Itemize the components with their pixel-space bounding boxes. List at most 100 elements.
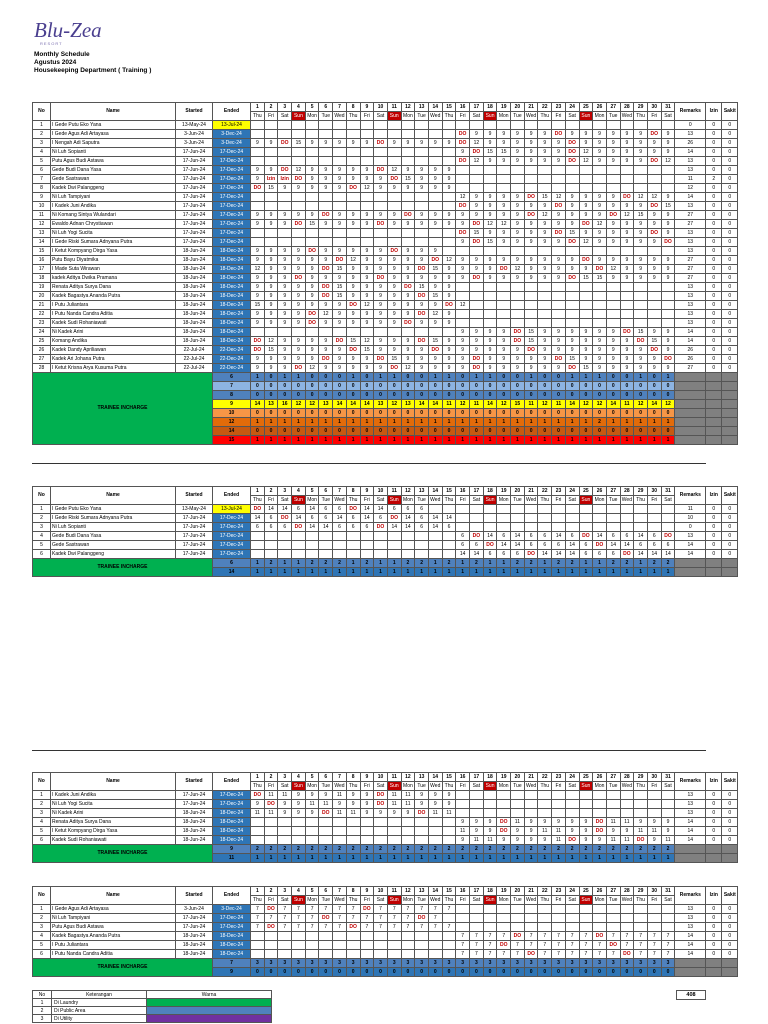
day-number: 2 (263, 886, 279, 896)
shift-cell: 9 (441, 291, 457, 301)
weekday: Mon (304, 495, 320, 505)
shift-cell: 9 (304, 210, 320, 220)
shift-cell (373, 940, 388, 950)
summary-count: 1 (250, 558, 265, 568)
weekday: Mon (304, 111, 320, 121)
shift-cell: 15 (496, 147, 512, 157)
shift-cell (605, 120, 621, 130)
izin-cell: 0 (705, 549, 723, 559)
weekday: Mon (496, 111, 512, 121)
shift-cell: 7 (250, 913, 265, 923)
shift-cell (578, 246, 594, 256)
end-date: 18-Dec-24 (212, 817, 251, 827)
shift-cell: 9 (496, 192, 512, 202)
summary-count: 14 (482, 399, 498, 409)
row-number: 17 (32, 264, 51, 274)
shift-cell (455, 913, 470, 923)
shift-cell: 11 (646, 826, 662, 836)
shift-cell: 9 (359, 354, 375, 364)
shift-cell: 9 (427, 273, 443, 283)
shift-cell: 9 (564, 345, 580, 355)
shift-cell: 9 (373, 336, 388, 346)
sakit-cell: 0 (721, 904, 739, 914)
shift-cell (523, 522, 539, 532)
shift-cell (496, 120, 512, 130)
shift-cell (332, 817, 347, 827)
start-date: 18-Jun-24 (175, 336, 213, 346)
shift-cell (373, 949, 388, 959)
shift-cell (482, 922, 498, 932)
summary-count: 3 (455, 958, 470, 968)
shift-cell: 9 (400, 808, 416, 818)
shift-cell (386, 129, 402, 139)
shift-cell (277, 129, 293, 139)
day-number: 23 (551, 486, 566, 496)
shift-cell: DO (345, 345, 361, 355)
remarks-cell: 14 (674, 931, 707, 941)
shift-cell: 9 (633, 147, 648, 157)
weekday: Sat (277, 111, 293, 121)
shift-cell: 15 (386, 354, 402, 364)
shift-cell: 15 (400, 174, 416, 184)
shift-cell (250, 192, 265, 202)
shift-cell: 14 (304, 522, 320, 532)
shift-cell: 9 (250, 138, 265, 148)
shift-cell: 9 (551, 219, 566, 229)
shift-cell (496, 522, 512, 532)
shift-cell (523, 808, 539, 818)
shift-cell (605, 790, 621, 800)
shift-cell: 7 (427, 913, 443, 923)
shift-cell: 9 (605, 201, 621, 211)
shift-cell (345, 120, 361, 130)
shift-cell: Izin (263, 174, 279, 184)
summary-label: 9 (212, 844, 251, 854)
summary-count: 0 (427, 390, 443, 400)
shift-cell: 9 (605, 129, 621, 139)
summary-count: 0 (345, 408, 361, 418)
shift-cell: 6 (605, 531, 621, 541)
shift-cell (291, 817, 306, 827)
summary-count: 3 (619, 958, 635, 968)
weekday: Thu (441, 111, 457, 121)
shift-cell (605, 799, 621, 809)
shift-cell: 9 (250, 309, 265, 319)
remarks-cell: 13 (674, 922, 707, 932)
shift-cell (332, 835, 347, 845)
summary-count: 1 (605, 417, 621, 427)
shift-cell (646, 165, 662, 175)
row-number: 16 (32, 255, 51, 265)
shift-cell: DO (373, 522, 388, 532)
shift-cell (510, 120, 525, 130)
day-number: 20 (510, 486, 525, 496)
summary-count: 1 (345, 558, 361, 568)
day-number: 30 (646, 886, 662, 896)
end-date: 18-Dec-24 (212, 264, 251, 274)
shift-cell: 9 (523, 354, 539, 364)
summary-count: 1 (564, 417, 580, 427)
shift-cell: 9 (660, 210, 676, 220)
shift-cell: 9 (304, 174, 320, 184)
summary-count: 0 (482, 408, 498, 418)
end-date: 18-Dec-24 (212, 255, 251, 265)
shift-cell: 9 (332, 174, 347, 184)
day-number: 16 (455, 102, 470, 112)
summary-count: 0 (564, 426, 580, 436)
weekday: Sat (660, 111, 676, 121)
staff-name: Kadek Bagastya Ananda Putra (50, 291, 176, 301)
shift-cell (427, 327, 443, 337)
shift-cell (250, 201, 265, 211)
summary-count: 1 (646, 435, 662, 445)
summary-count: 1 (578, 853, 594, 863)
start-date: 17-Jun-24 (175, 237, 213, 247)
summary-row: 11 1 1 1 1 1 1 1 1 1 1 1 1 1 1 1 1 1 1 1 1 1 1 1 1 1 1 1 1 1 1 1 (33, 853, 739, 863)
summary-count: 11 (469, 399, 484, 409)
day-number: 17 (469, 886, 484, 896)
end-date: 18-Dec-24 (212, 336, 251, 346)
header-row: Thu Fri Sat Sun Mon Tue Wed Thu Fri Sat Sun Mon Tue W… (33, 111, 738, 121)
shift-cell: DO (510, 336, 525, 346)
shift-cell (345, 931, 361, 941)
shift-cell: 9 (592, 363, 607, 373)
shift-cell: 15 (564, 354, 580, 364)
summary-count: 1 (386, 417, 402, 427)
end-date: 17-Dec-24 (212, 165, 251, 175)
